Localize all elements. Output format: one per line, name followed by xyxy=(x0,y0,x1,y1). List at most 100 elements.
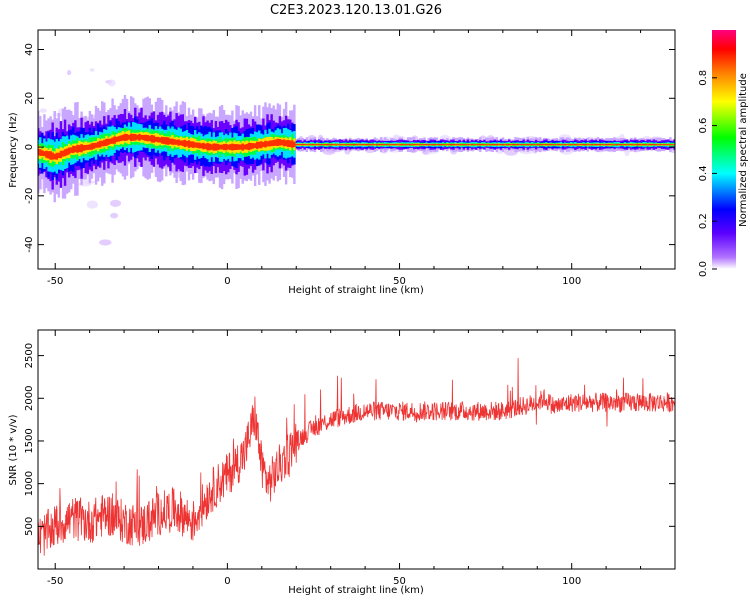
spectrogram-heatmap xyxy=(38,68,675,246)
spectrogram-ridge-cell xyxy=(348,144,352,146)
spectrogram-ridge-cell xyxy=(216,143,220,151)
spectrogram-ridge-cell xyxy=(344,144,348,146)
spectrogram-ridge-cell xyxy=(505,144,509,146)
spectrogram-ridge-cell xyxy=(169,138,172,145)
spectrogram-ridge-cell xyxy=(218,144,222,150)
spectrogram-ridge-cell xyxy=(408,143,412,146)
spectrogram-ridge-cell xyxy=(160,136,164,144)
spectrogram-ridge-cell xyxy=(413,143,416,146)
spectrogram-ridge-cell xyxy=(627,144,631,146)
spectrogram-xlabel: Height of straight line (km) xyxy=(288,285,424,296)
spectrogram-ridge-cell xyxy=(158,137,162,143)
spectrogram-ridge-cell xyxy=(324,144,327,146)
spectrogram-ridge-cell xyxy=(611,144,614,146)
spectrogram-ridge-cell xyxy=(245,143,249,150)
spectrogram-ridge-cell xyxy=(642,143,645,146)
spectrogram-ridge-cell xyxy=(340,144,344,146)
spectrogram-ridge-cell xyxy=(297,144,300,146)
spectrogram-ridge-cell xyxy=(173,139,176,145)
spectrogram-ridge-cell xyxy=(272,139,275,146)
spectrogram-ridge-cell xyxy=(377,143,381,146)
spectrogram-ridge-cell xyxy=(103,139,106,147)
spectrogram-ridge-cell xyxy=(70,147,73,153)
spectrogram-ridge-cell xyxy=(171,138,174,145)
spectrogram-ridge-cell xyxy=(191,141,195,148)
spectrogram-ridge-cell xyxy=(175,139,178,145)
spectrogram-ridge-cell xyxy=(634,144,637,146)
spectrogram-ridge-cell xyxy=(189,141,193,148)
spectrogram-ridge-cell xyxy=(148,135,151,142)
spectrogram-ridge-cell xyxy=(501,143,505,146)
spectrogram-ridge-cell xyxy=(320,143,323,146)
spectrogram-speckle xyxy=(109,199,122,207)
spectrogram-ridge-cell xyxy=(464,144,468,146)
spectrogram-ridge-cell xyxy=(419,144,422,146)
spectrogram-ridge-cell xyxy=(631,144,635,146)
spectrogram-ridge-cell xyxy=(590,143,594,146)
spectrogram-ridge-cell xyxy=(351,144,354,146)
spectrogram-ridge-cell xyxy=(222,143,226,151)
spectrogram-ridge-cell xyxy=(373,144,377,146)
spectrogram-ridge-cell xyxy=(346,144,350,146)
spectrogram-ridge-cell xyxy=(660,144,664,146)
spectrogram-ridge-cell xyxy=(86,144,89,150)
y-tick-label: -20 xyxy=(24,188,35,204)
spectrogram-ridge-cell xyxy=(429,144,432,146)
spectrogram-ridge-cell xyxy=(185,141,189,147)
spectrogram-ridge-cell xyxy=(65,148,69,156)
spectrogram-ridge-cell xyxy=(315,144,319,146)
colorbar-ticks: 0.0 0.2 0.4 0.6 0.8 xyxy=(698,70,717,277)
spectrogram-ridge-cell xyxy=(452,143,455,146)
spectrogram-ridge-cell xyxy=(646,144,649,146)
spectrogram-speckle xyxy=(89,68,95,72)
spectrogram-ridge-cell xyxy=(384,144,387,146)
spectrogram-ridge-cell xyxy=(336,144,339,146)
spectrogram-ridge-cell xyxy=(177,139,180,146)
spectrogram-ridge-cell xyxy=(367,144,370,146)
spectrogram-ridge-cell xyxy=(576,144,579,146)
spectrogram-ridge-cell xyxy=(152,135,156,143)
spectrogram-ridge-cell xyxy=(472,144,476,146)
spectrogram-ridge-cell xyxy=(662,144,666,146)
spectrogram-ridge-cell xyxy=(456,144,459,146)
spectrogram-ridge-cell xyxy=(208,143,211,151)
spectrogram-ridge-cell xyxy=(115,136,118,143)
y-tick-label: 500 xyxy=(24,517,35,536)
spectrogram-ridge-cell xyxy=(107,138,110,145)
spectrogram-ridge-cell xyxy=(247,142,251,151)
spectrogram-ridge-cell xyxy=(477,144,480,146)
spectrogram-ridge-cell xyxy=(39,149,42,156)
spectrogram-ridge-cell xyxy=(613,144,616,146)
spectrogram-ridge-cell xyxy=(78,145,81,152)
spectrogram-ridge-cell xyxy=(603,144,606,146)
spectrogram-ridge-cell xyxy=(74,146,77,153)
spectrogram-ridge-cell xyxy=(549,143,552,146)
spectrogram-ridge-cell xyxy=(586,144,589,146)
spectrogram-ridge-cell xyxy=(264,140,267,148)
spectrogram-ridge-cell xyxy=(468,144,472,146)
spectrogram-ridge-cell xyxy=(398,144,401,146)
spectrogram-ridge-cell xyxy=(497,144,501,146)
spectrogram-ridge-cell xyxy=(491,143,494,146)
spectrogram-ridge-cell xyxy=(266,141,269,147)
spectrogram-ridge-cell xyxy=(361,144,364,146)
spectrogram-ridge-cell xyxy=(220,144,224,150)
x-tick-label: -50 xyxy=(47,576,63,587)
spectrogram-ridge-cell xyxy=(113,136,116,144)
spectrogram-ridge-cell xyxy=(280,139,284,146)
spectrogram-ridge-cell xyxy=(386,144,389,146)
spectrogram-ridge-cell xyxy=(355,144,358,146)
spectrogram-ridge-cell xyxy=(518,144,521,146)
spectrogram-ridge-cell xyxy=(61,150,65,157)
spectrogram-ridge-cell xyxy=(313,144,317,146)
spectrogram-ridge-cell xyxy=(466,144,470,146)
spectrogram-ridge-cell xyxy=(474,144,478,146)
spectrogram-ridge-cell xyxy=(629,144,633,146)
spectrogram-ridge-cell xyxy=(142,134,145,141)
spectrogram-ridge-cell xyxy=(421,144,424,146)
spectrogram-ridge-cell xyxy=(667,144,670,146)
spectrogram-ridge-cell xyxy=(522,144,525,146)
spectrogram-ridge-cell xyxy=(200,143,203,149)
spectrogram-ridge-cell xyxy=(417,144,420,146)
spectrogram-ridge-cell xyxy=(330,143,333,146)
